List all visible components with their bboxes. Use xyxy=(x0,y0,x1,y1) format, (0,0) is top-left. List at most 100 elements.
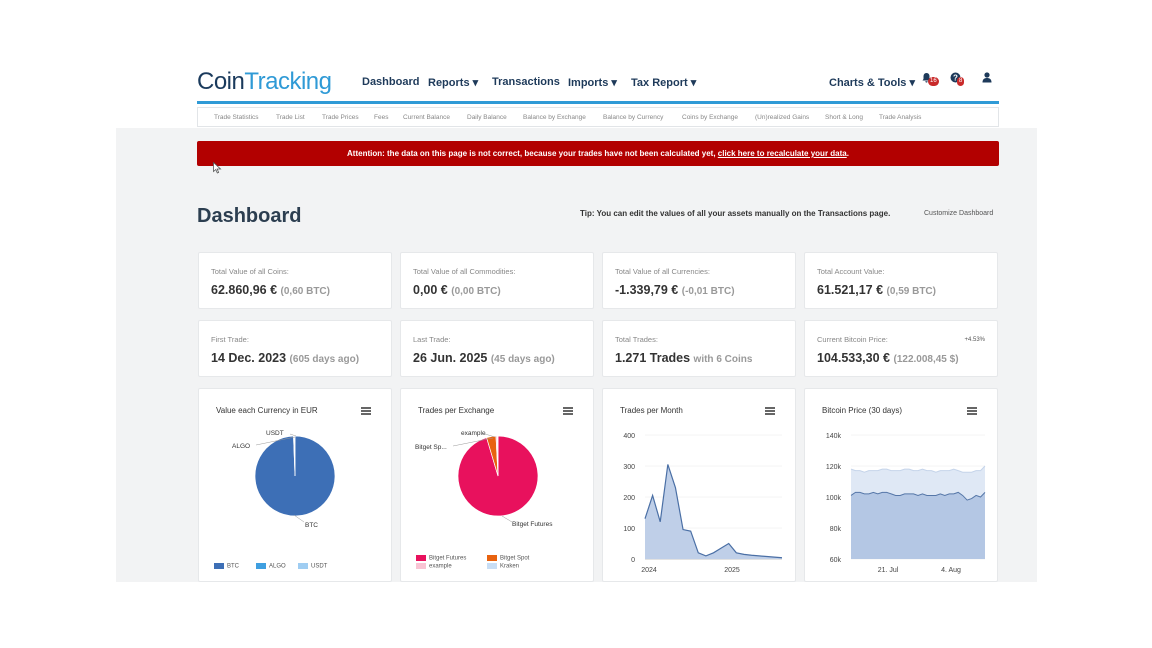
y-tick: 100 xyxy=(623,526,635,533)
exchange-pie-chart: example Bitget Sp... Bitget Futures xyxy=(415,430,553,528)
stat-value: 0,00 € (0,00 BTC) xyxy=(413,283,501,297)
stat-card-currencies: Total Value of all Currencies: -1.339,79… xyxy=(602,252,796,309)
nav-dashboard[interactable]: Dashboard xyxy=(362,76,420,88)
y-tick: 0 xyxy=(631,557,635,564)
btc-line-1 xyxy=(850,465,986,473)
chart-title: Value each Currency in EUR xyxy=(216,406,318,415)
subnav-trade-list[interactable]: Trade List xyxy=(276,114,305,121)
nav-reports[interactable]: Reports ▾ xyxy=(428,77,479,89)
cointracking-logo[interactable]: CoinTracking xyxy=(197,68,332,95)
pie-slice-kraken xyxy=(497,435,499,477)
chart-menu-icon[interactable] xyxy=(967,407,977,415)
y-tick: 80k xyxy=(830,526,842,533)
stat-value: 26 Jun. 2025 (45 days ago) xyxy=(413,351,555,365)
chart-card-trades-month: Trades per Month 400 300 200 100 0 2024 … xyxy=(602,388,796,582)
stat-value: -1.339,79 € (-0,01 BTC) xyxy=(615,283,735,297)
price-change: +4.53% xyxy=(964,337,985,343)
bitcoin-price-area-chart: 140k 120k 100k 80k 60k 21. Jul 4. Aug xyxy=(826,433,986,574)
help-count-badge: 8 xyxy=(957,77,965,86)
stat-value: 61.521,17 € (0,59 BTC) xyxy=(817,283,936,297)
subnav-current-balance[interactable]: Current Balance xyxy=(403,114,450,121)
mouse-cursor-icon xyxy=(213,162,222,174)
x-tick: 4. Aug xyxy=(941,567,961,574)
recalculate-alert: Attention: the data on this page is not … xyxy=(197,141,999,166)
customize-dashboard-link[interactable]: Customize Dashboard xyxy=(924,210,994,217)
x-tick: 2024 xyxy=(641,567,657,574)
nav-transactions[interactable]: Transactions xyxy=(492,76,560,88)
legend-item-example[interactable]: example xyxy=(416,563,452,570)
chart-title: Trades per Month xyxy=(620,406,683,415)
tip-text: Tip: You can edit the values of all your… xyxy=(580,209,891,218)
legend-item-algo[interactable]: ALGO xyxy=(256,563,286,570)
y-tick: 60k xyxy=(830,557,842,564)
stat-card-bitcoin-price: Current Bitcoin Price: +4.53% 104.533,30… xyxy=(804,320,998,377)
y-tick: 100k xyxy=(826,495,842,502)
subnav-balance-by-exchange[interactable]: Balance by Exchange xyxy=(523,114,586,121)
stat-label: Current Bitcoin Price: xyxy=(817,335,888,344)
stat-label: Total Account Value: xyxy=(817,267,885,276)
stat-label: Total Value of all Currencies: xyxy=(615,267,710,276)
chart-card-currency: Value each Currency in EUR USDT ALGO BTC… xyxy=(198,388,392,582)
legend-item-usdt[interactable]: USDT xyxy=(298,563,327,570)
stat-label: First Trade: xyxy=(211,335,249,344)
pie-label-bitget-futures: Bitget Futures xyxy=(512,521,553,528)
pie-slice-usdt xyxy=(293,435,296,477)
subnav-trade-prices[interactable]: Trade Prices xyxy=(322,114,359,121)
y-tick: 140k xyxy=(826,433,842,440)
stat-label: Last Trade: xyxy=(413,335,451,344)
stat-card-account-value: Total Account Value: 61.521,17 € (0,59 B… xyxy=(804,252,998,309)
legend-item-btc[interactable]: BTC xyxy=(214,563,239,570)
chart-card-exchange: Trades per Exchange example Bitget Sp...… xyxy=(400,388,594,582)
legend-item-bitget-futures[interactable]: Bitget Futures xyxy=(416,555,466,562)
nav-tax-report[interactable]: Tax Report ▾ xyxy=(631,77,697,89)
sub-navigation: Trade Statistics Trade List Trade Prices… xyxy=(197,107,999,127)
subnav-fees[interactable]: Fees xyxy=(374,114,389,121)
subnav-daily-balance[interactable]: Daily Balance xyxy=(467,114,507,121)
stat-value: 14 Dec. 2023 (605 days ago) xyxy=(211,351,360,365)
pie-label-algo: ALGO xyxy=(232,443,250,450)
notification-count-badge: 16 xyxy=(928,77,939,86)
chart-menu-icon[interactable] xyxy=(765,407,775,415)
stat-card-commodities: Total Value of all Commodities: 0,00 € (… xyxy=(400,252,594,309)
subnav-unrealized-gains[interactable]: (Un)realized Gains xyxy=(755,114,810,121)
y-tick: 400 xyxy=(623,433,635,440)
btc-line-0 xyxy=(850,491,986,501)
stat-value: 104.533,30 € (122.008,45 $) xyxy=(817,351,959,365)
recalculate-link[interactable]: click here to recalculate your data xyxy=(717,149,847,158)
y-tick: 200 xyxy=(623,495,635,502)
pie-label-example: example xyxy=(461,430,486,437)
pie-label-btc: BTC xyxy=(305,522,318,529)
stat-card-coins: Total Value of all Coins: 62.860,96 € (0… xyxy=(198,252,392,309)
chart-menu-icon[interactable] xyxy=(563,407,573,415)
subnav-trade-statistics[interactable]: Trade Statistics xyxy=(214,114,259,121)
nav-underline xyxy=(197,101,999,104)
chart-title: Trades per Exchange xyxy=(418,406,495,415)
trades-area xyxy=(645,464,782,559)
pie-label-usdt: USDT xyxy=(266,430,284,437)
nav-imports[interactable]: Imports ▾ xyxy=(568,77,617,89)
stat-label: Total Value of all Commodities: xyxy=(413,267,516,276)
pie-label-bitget-spot: Bitget Sp... xyxy=(415,444,447,451)
svg-text:?: ? xyxy=(953,73,958,82)
subnav-coins-by-exchange[interactable]: Coins by Exchange xyxy=(682,114,739,121)
stat-card-first-trade: First Trade: 14 Dec. 2023 (605 days ago) xyxy=(198,320,392,377)
trades-line xyxy=(644,464,783,559)
y-tick: 300 xyxy=(623,464,635,471)
btc-area-0 xyxy=(851,492,985,559)
user-icon[interactable] xyxy=(982,72,992,86)
stat-value: 62.860,96 € (0,60 BTC) xyxy=(211,283,330,297)
legend-item-bitget-spot[interactable]: Bitget Spot xyxy=(487,555,529,562)
top-navigation: CoinTracking Dashboard Reports ▾ Transac… xyxy=(197,64,999,104)
stat-card-total-trades: Total Trades: 1.271 Trades with 6 Coins xyxy=(602,320,796,377)
subnav-trade-analysis[interactable]: Trade Analysis xyxy=(879,114,922,121)
subnav-short-long[interactable]: Short & Long xyxy=(825,114,863,121)
subnav-balance-by-currency[interactable]: Balance by Currency xyxy=(603,114,664,121)
x-tick: 21. Jul xyxy=(878,567,899,574)
chart-title: Bitcoin Price (30 days) xyxy=(822,406,903,415)
chart-menu-icon[interactable] xyxy=(361,407,371,415)
stat-card-last-trade: Last Trade: 26 Jun. 2025 (45 days ago) xyxy=(400,320,594,377)
nav-charts-tools[interactable]: Charts & Tools ▾ xyxy=(829,77,915,89)
stat-value: 1.271 Trades with 6 Coins xyxy=(615,351,753,365)
legend-item-kraken[interactable]: Kraken xyxy=(487,563,519,570)
trades-month-area-chart: 400 300 200 100 0 2024 2025 xyxy=(623,433,783,574)
